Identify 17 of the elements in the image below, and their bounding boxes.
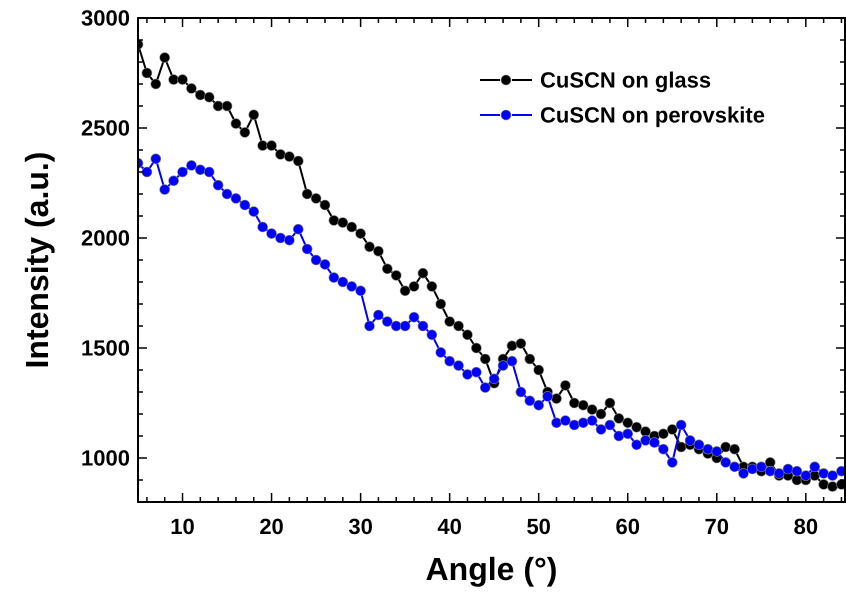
x-tick-label: 80 <box>794 514 818 539</box>
x-tick-label: 40 <box>437 514 462 539</box>
x-tick-label: 20 <box>259 514 284 539</box>
y-axis-title: Intensity (a.u.) <box>19 152 55 368</box>
y-tick-label: 2000 <box>81 226 130 251</box>
legend-label: CuSCN on glass <box>540 68 712 93</box>
x-tick-label: 10 <box>170 514 195 539</box>
x-tick-label: 60 <box>615 514 640 539</box>
legend-label: CuSCN on perovskite <box>540 102 765 128</box>
x-tick-label: 70 <box>704 514 730 539</box>
y-tick-label: 1500 <box>81 336 130 361</box>
x-tick-label: 30 <box>348 514 373 539</box>
x-tick-label: 50 <box>526 514 551 539</box>
y-tick-label: 2500 <box>81 116 130 141</box>
y-tick-label: 3000 <box>81 6 130 31</box>
y-tick-label: 1000 <box>81 446 130 471</box>
x-axis-title: Angle (°) <box>426 551 558 587</box>
